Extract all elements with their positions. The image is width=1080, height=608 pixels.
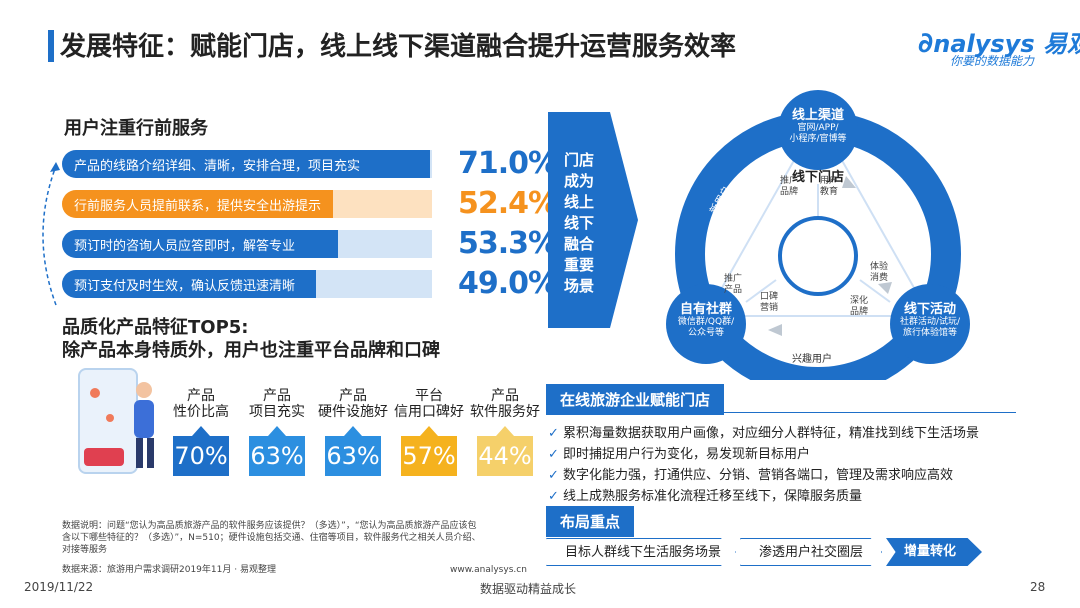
channel-cycle-diagram [666,90,970,380]
online-channel-node: 线上渠道 官网/APP/ 小程序/官博等 [789,108,847,144]
label-user-education: 用户教育 [820,176,839,197]
label-experience: 体验消费 [870,262,889,283]
page-number: 28 [1030,580,1046,594]
data-note: 数据说明：问题“您认为高品质旅游产品的软件服务应该提供？（多选）”，“您认为高品… [62,521,481,555]
logo-slogan: 你要的数据能力 [950,54,1035,68]
top5-percent-box: 63% [325,436,381,476]
banner-text: 门店 成为 线上 线下 融合 重要 场景 [563,151,594,295]
pointer-triangle [192,426,210,436]
top5-percent-box: 70% [173,436,229,476]
top5-item-label: 产品 项目充实 [249,388,305,420]
bar-label: 产品的线路介绍详细、清晰，安排合理，项目充实 [74,159,361,174]
page-title: 发展特征：赋能门店，线上线下渠道融合提升运营服务效率 [60,32,737,62]
top5-percent-box: 63% [249,436,305,476]
banner-arrow [610,112,638,328]
bar-fill [62,190,334,218]
label-promo-brand: 推广品牌 [780,176,799,197]
top5-item-label: 产品 硬件设施好 [318,388,388,420]
website-link[interactable]: www.analysys.cn [450,565,527,575]
bar-fill [62,270,316,298]
user-service-heading: 用户注重行前服务 [64,118,208,139]
offline-store-label: 线下门店 [791,170,844,185]
focus-step: 目标人群线下生活服务场景 [546,538,736,566]
title-accent-bar [48,30,54,62]
offline-activity-node: 线下活动 社群活动/试玩/ 旅行体验馆等 [899,302,961,338]
service-bar-row: 行前服务人员提前联系，提供安全出游提示 52.4% [62,186,558,221]
enable-store-tab: 在线旅游企业赋能门店 [546,384,725,415]
pointer-triangle [420,426,438,436]
own-community-node: 自有社群 微信群/QQ群/ 公众号等 [677,302,735,338]
pointer-triangle [496,426,514,436]
bar-fill [62,150,430,178]
enable-bullet: ✓ 线上成熟服务标准化流程迁移至线下，保障服务质量 [548,489,863,504]
check-icon: ✓ [548,447,564,462]
service-bar-row: 预订支付及时生效，确认反馈迅速清晰 49.0% [62,266,558,301]
layout-focus-tab: 布局重点 [546,506,635,537]
bar-label: 预订支付及时生效，确认反馈迅速清晰 [74,279,296,294]
service-bar-row: 产品的线路介绍详细、清晰，安排合理，项目充实 71.0% [62,146,558,181]
enable-bullet: ✓ 即时捕捉用户行为变化，易发现新目标用户 [548,447,811,462]
footer-slogan: 数据驱动精益成长 [480,582,577,596]
focus-step: 增量转化 [886,538,982,566]
dashed-arrow-icon [42,162,60,306]
check-icon: ✓ [548,489,564,504]
analysys-logo: ∂nalysys 易观 [918,26,1080,59]
bar-label: 预订时的咨询人员应答即时，解答专业 [74,239,296,254]
center-circle [778,216,858,296]
bar-value: 53.3% [458,226,558,261]
traveler-illustration [70,368,170,474]
bar-value: 52.4% [458,186,558,221]
data-source: 数据来源：旅游用户需求调研2019年11月 · 易观整理 [62,565,276,575]
social-node [666,284,746,364]
footer-date: 2019/11/22 [24,580,94,594]
focus-step: 渗透用户社交圈层 [740,538,882,566]
top5-heading-line2: 除产品本身特质外，用户也注重平台品牌和口碑 [62,340,440,361]
top5-percent-box: 44% [477,436,533,476]
label-word-of-mouth: 口碑营销 [760,292,779,313]
divider [546,412,1016,413]
online-node [778,90,858,170]
label-deep-brand: 深化品牌 [850,296,869,317]
check-icon: ✓ [548,426,564,441]
service-bar-row: 预订时的咨询人员应答即时，解答专业 53.3% [62,226,558,261]
top5-item-label: 产品 软件服务好 [470,388,540,420]
top5-item-label: 产品 性价比高 [173,388,229,420]
bar-value: 71.0% [458,146,558,181]
fusion-banner [548,112,610,328]
bar-label: 行前服务人员提前联系，提供安全出游提示 [74,199,322,214]
bar-fill [62,230,339,258]
enable-bullet: ✓ 累积海量数据获取用户画像，对应细分人群特征，精准找到线下生活场景 [548,426,980,441]
top5-percent-box: 57% [401,436,457,476]
pointer-triangle [268,426,286,436]
ring-label-interest-users: 兴趣用户 [792,354,832,365]
bar-value: 49.0% [458,266,558,301]
label-promo-product: 推广产品 [724,274,743,295]
offline-node [890,284,970,364]
pointer-triangle [344,426,362,436]
check-icon: ✓ [548,468,564,483]
enable-bullet: ✓ 数字化能力强，打通供应、分销、营销各端口，管理及需求响应高效 [548,468,954,483]
top5-item-label: 平台 信用口碑好 [394,388,464,420]
top5-heading-line1: 品质化产品特征TOP5: [62,317,249,338]
